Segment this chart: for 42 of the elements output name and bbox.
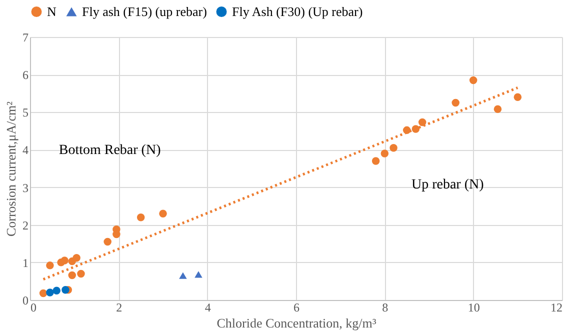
point (514, 93, 522, 101)
x-tick-label: 2 (116, 300, 122, 314)
point (46, 288, 54, 296)
y-tick-label: 6 (22, 68, 28, 82)
point (380, 150, 389, 158)
y-tick-label: 1 (22, 256, 28, 270)
point (62, 286, 70, 294)
annotation: Bottom Rebar (N) (58, 143, 162, 158)
legend-label: Fly ash (F15) (up rebar) (82, 4, 207, 19)
legend-label: Fly Ash (F30) (Up rebar) (232, 4, 363, 19)
point (372, 157, 380, 165)
x-tick-label: 4 (204, 300, 211, 314)
x-axis-title: Chloride Concentration, kg/m³ (216, 316, 376, 330)
point (77, 270, 85, 278)
point (452, 98, 460, 107)
point (136, 213, 145, 222)
x-tick-label: 12 (550, 300, 562, 314)
point (68, 271, 76, 280)
legend-label: N (47, 4, 57, 19)
x-tick-label: 6 (294, 300, 300, 314)
point (60, 256, 68, 264)
point (494, 105, 502, 114)
y-tick-label: 3 (22, 180, 28, 195)
x-tick-label: 8 (382, 300, 388, 314)
point (104, 238, 112, 246)
y-tick-label: 5 (22, 106, 28, 120)
point (179, 272, 187, 279)
point (72, 254, 80, 262)
point (418, 118, 426, 126)
point (469, 76, 478, 84)
point (194, 271, 202, 278)
point (390, 144, 398, 152)
y-axis-title: Corrosion current,μA/cm² (4, 101, 18, 237)
y-tick-label: 7 (22, 30, 28, 44)
point (46, 262, 54, 270)
point (52, 286, 60, 294)
annotation: Up rebar (N) (411, 177, 484, 192)
y-tick-label: 2 (22, 218, 28, 232)
point (159, 210, 167, 218)
y-tick-label: 4 (22, 143, 28, 158)
point (39, 289, 48, 298)
x-tick-label: 10 (468, 300, 480, 314)
